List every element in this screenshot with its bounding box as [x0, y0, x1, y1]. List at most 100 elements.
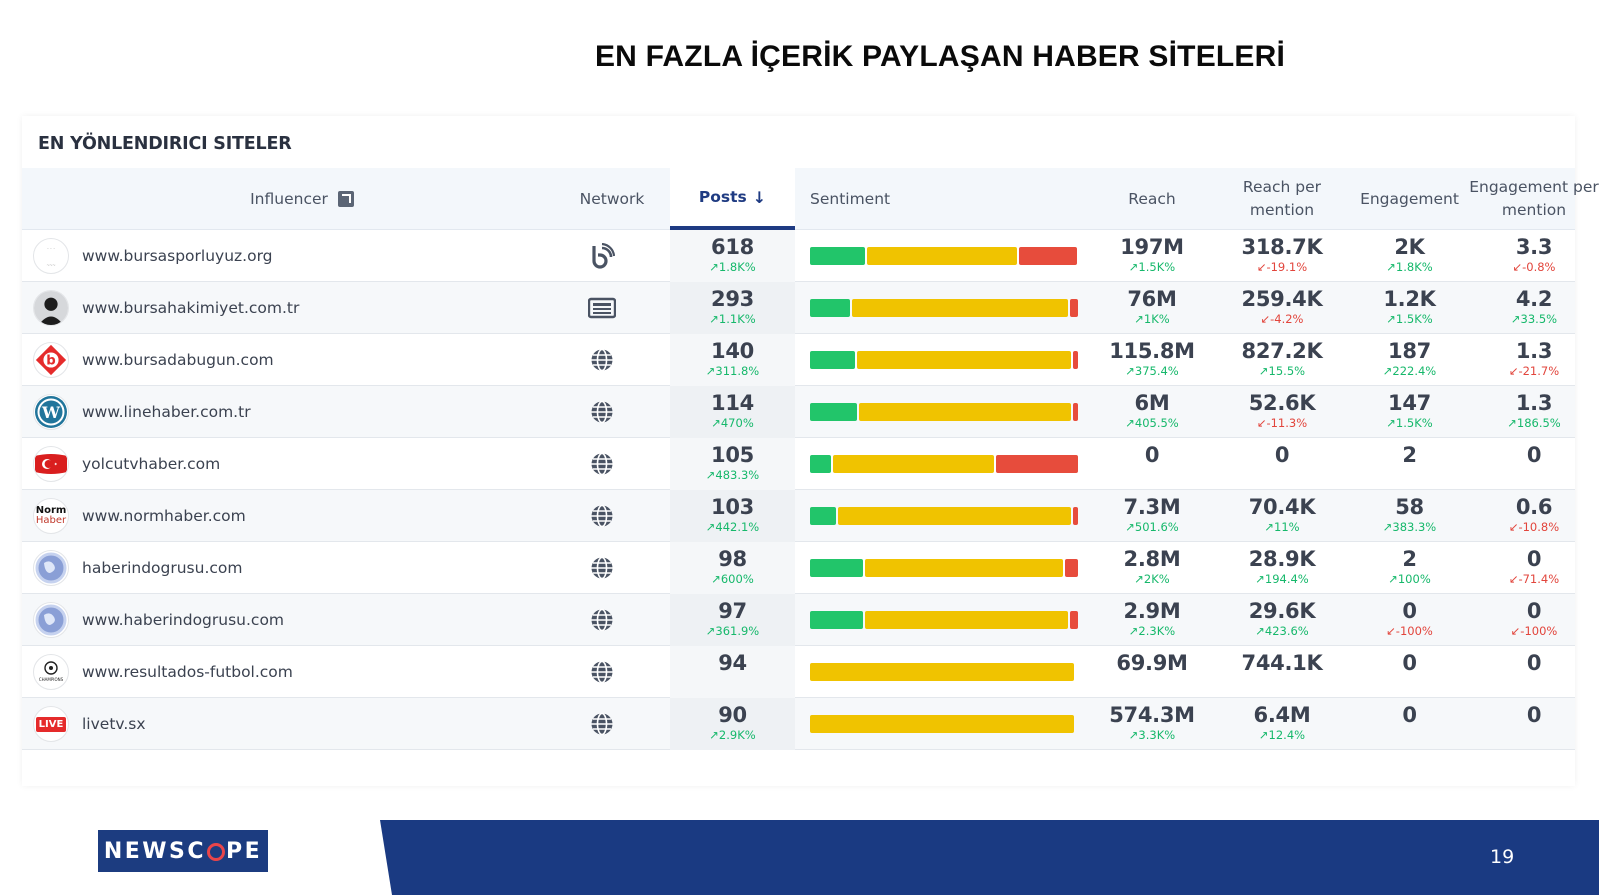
posts-cell-change: ↗311.8% — [705, 364, 760, 378]
reach-cell: 2.8M ↗2K% — [1092, 546, 1212, 586]
site-name[interactable]: www.normhaber.com — [82, 507, 246, 525]
engagement-per-mention-cell: 1.3 ↗186.5% — [1469, 390, 1599, 430]
reach-cell: 2.9M ↗2.3K% — [1092, 598, 1212, 638]
reach-cell-value: 197M — [1120, 235, 1184, 259]
table-row[interactable]: b www.bursadabugun.com 140 ↗311.8% 115.8… — [22, 334, 1575, 386]
table-row[interactable]: www.haberindogrusu.com 97 ↗361.9% 2.9M ↗… — [22, 594, 1575, 646]
posts-cell-value: 103 — [711, 495, 754, 519]
sentiment-neutral — [810, 663, 1074, 681]
site-name[interactable]: www.haberindogrusu.com — [82, 611, 285, 629]
engagement-per-mention-cell-value: 0.6 — [1515, 495, 1553, 519]
table-row[interactable]: W www.linehaber.com.tr 114 ↗470% 6M ↗405… — [22, 386, 1575, 438]
col-reach-per-mention[interactable]: Reach per mention — [1242, 178, 1322, 219]
external-link-icon[interactable] — [337, 191, 354, 207]
sentiment-positive — [810, 351, 855, 369]
engagement-per-mention-cell-value: 4.2 — [1515, 287, 1553, 311]
sentiment-positive — [810, 455, 831, 473]
reach-per-mention-cell-value: 52.6K — [1248, 391, 1316, 415]
engagement-per-mention-cell: 0.6 ↙-10.8% — [1469, 494, 1599, 534]
globe-avatar[interactable] — [33, 550, 69, 586]
sentiment-bar[interactable] — [810, 247, 1078, 265]
reach-cell-value: 2.9M — [1123, 599, 1181, 623]
posts-cell-value: 105 — [711, 443, 754, 467]
wordpress-logo[interactable]: W — [33, 394, 69, 430]
col-sentiment[interactable]: Sentiment — [810, 189, 891, 208]
engagement-per-mention-cell-change: ↗186.5% — [1507, 416, 1561, 430]
web-icon — [587, 554, 617, 582]
site-name[interactable]: yolcutvhaber.com — [82, 455, 221, 473]
reach-per-mention-cell-value: 70.4K — [1248, 495, 1316, 519]
site-name[interactable]: www.bursasporluyuz.org — [82, 247, 273, 265]
table-row[interactable]: yolcutvhaber.com 105 ↗483.3% 0 0 2 0 — [22, 438, 1575, 490]
col-engagement-per-mention[interactable]: Engagement per mention — [1469, 178, 1599, 219]
col-reach[interactable]: Reach — [1128, 189, 1176, 208]
reach-cell-value: 7.3M — [1123, 495, 1181, 519]
live-logo[interactable]: LIVE — [33, 706, 69, 742]
site-name[interactable]: www.bursadabugun.com — [82, 351, 274, 369]
reach-per-mention-cell-change: ↗194.4% — [1255, 572, 1309, 586]
page-number: 19 — [1490, 846, 1515, 868]
table-row[interactable]: www.bursahakimiyet.com.tr 293 ↗1.1K% 76M… — [22, 282, 1575, 334]
web-icon — [587, 346, 617, 374]
reach-per-mention-cell-change: ↗15.5% — [1258, 364, 1306, 378]
normhaber-logo[interactable]: Norm Haber — [33, 498, 69, 534]
site-name[interactable]: www.bursahakimiyet.com.tr — [82, 299, 300, 317]
posts-cell: 103 ↗442.1% — [670, 494, 795, 534]
col-engagement[interactable]: Engagement — [1360, 189, 1459, 208]
engagement-cell: 0 ↙-100% — [1347, 598, 1472, 638]
site-name[interactable]: livetv.sx — [82, 715, 146, 733]
sentiment-positive — [810, 507, 836, 525]
globe-avatar[interactable] — [33, 602, 69, 638]
bursaspor-crest[interactable]: · · · ~~~ — [33, 238, 69, 274]
reach-per-mention-cell-value: 6.4M — [1253, 703, 1311, 727]
engagement-cell-change: ↗222.4% — [1382, 364, 1437, 378]
web-icon — [587, 450, 617, 478]
sentiment-bar[interactable] — [810, 403, 1078, 421]
col-network[interactable]: Network — [579, 189, 645, 208]
champions-league-logo[interactable]: CHAMPIONS — [33, 654, 69, 690]
table-row[interactable]: · · · ~~~ www.bursasporluyuz.org 618 ↗1.8… — [22, 230, 1575, 282]
posts-cell-value: 94 — [718, 651, 747, 675]
sentiment-bar[interactable] — [810, 455, 1078, 473]
reach-cell: 7.3M ↗501.6% — [1092, 494, 1212, 534]
posts-cell: 114 ↗470% — [670, 390, 795, 430]
col-posts-sorted[interactable]: Posts ↓ — [670, 168, 795, 230]
red-b-logo[interactable]: b — [33, 342, 69, 378]
reach-per-mention-cell-change: ↙-4.2% — [1260, 312, 1304, 326]
table-row[interactable]: CHAMPIONS www.resultados-futbol.com 94 6… — [22, 646, 1575, 698]
posts-cell-value: 90 — [718, 703, 747, 727]
reach-per-mention-cell-change: ↗423.6% — [1255, 624, 1309, 638]
table-row[interactable]: Norm Haber www.normhaber.com 103 ↗442.1% … — [22, 490, 1575, 542]
engagement-cell: 1.2K ↗1.5K% — [1347, 286, 1472, 326]
svg-text:b: b — [46, 354, 55, 369]
sentiment-bar[interactable] — [810, 559, 1078, 577]
site-name[interactable]: haberindogrusu.com — [82, 559, 243, 577]
reach-cell: 115.8M ↗375.4% — [1092, 338, 1212, 378]
reach-cell-value: 6M — [1134, 391, 1170, 415]
sentiment-bar[interactable] — [810, 715, 1078, 733]
sentiment-neutral — [852, 299, 1068, 317]
engagement-per-mention-cell-change: ↙-21.7% — [1508, 364, 1560, 378]
sentiment-negative — [1073, 351, 1078, 369]
sentiment-bar[interactable] — [810, 663, 1078, 681]
engagement-cell-change: ↗1.8K% — [1386, 260, 1433, 274]
sentiment-bar[interactable] — [810, 507, 1078, 525]
person-silhouette[interactable] — [33, 290, 69, 326]
turkish-flag[interactable] — [33, 446, 69, 482]
sentiment-bar[interactable] — [810, 351, 1078, 369]
engagement-cell-value: 0 — [1402, 703, 1417, 727]
table-row[interactable]: haberindogrusu.com 98 ↗600% 2.8M ↗2K% 28… — [22, 542, 1575, 594]
reach-cell-change: ↗2.3K% — [1128, 624, 1176, 638]
engagement-cell: 58 ↗383.3% — [1347, 494, 1472, 534]
site-name[interactable]: www.resultados-futbol.com — [82, 663, 293, 681]
col-influencer[interactable]: Influencer — [22, 168, 582, 230]
posts-cell: 98 ↗600% — [670, 546, 795, 586]
table-row[interactable]: LIVE livetv.sx 90 ↗2.9K% 574.3M ↗3.3K% 6… — [22, 698, 1575, 750]
sentiment-bar[interactable] — [810, 611, 1078, 629]
reach-per-mention-cell-change: ↙-19.1% — [1256, 260, 1308, 274]
sentiment-bar[interactable] — [810, 299, 1078, 317]
engagement-per-mention-cell-value: 1.3 — [1515, 339, 1553, 363]
site-name[interactable]: www.linehaber.com.tr — [82, 403, 251, 421]
sentiment-neutral — [833, 455, 994, 473]
engagement-per-mention-cell: 0 — [1469, 650, 1599, 676]
